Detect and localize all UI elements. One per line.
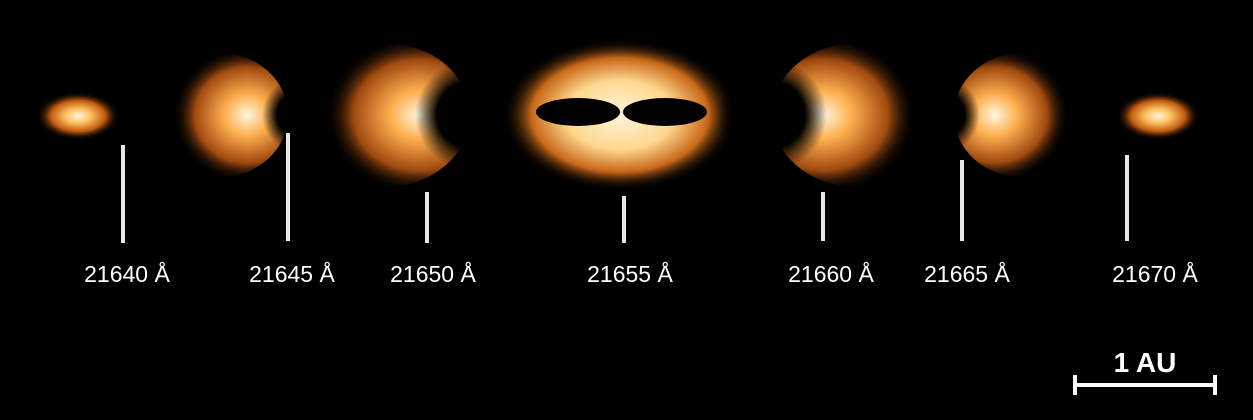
wavelength-label: 21640 Å: [84, 260, 170, 287]
wavelength-label: 21645 Å: [249, 260, 335, 287]
wavelength-label: 21660 Å: [788, 260, 874, 287]
emission-maps: [36, 39, 1200, 191]
wavelength-label: 21665 Å: [924, 260, 1010, 287]
figure: 21640 Å 21645 Å 21650 Å 21655 Å 21660 Å …: [0, 0, 1253, 420]
wavelength-label: 21655 Å: [587, 260, 673, 287]
wavelength-label: 21670 Å: [1112, 260, 1198, 287]
scale-bar-label: 1 AU: [1114, 347, 1177, 378]
wavelength-label: 21650 Å: [390, 260, 476, 287]
